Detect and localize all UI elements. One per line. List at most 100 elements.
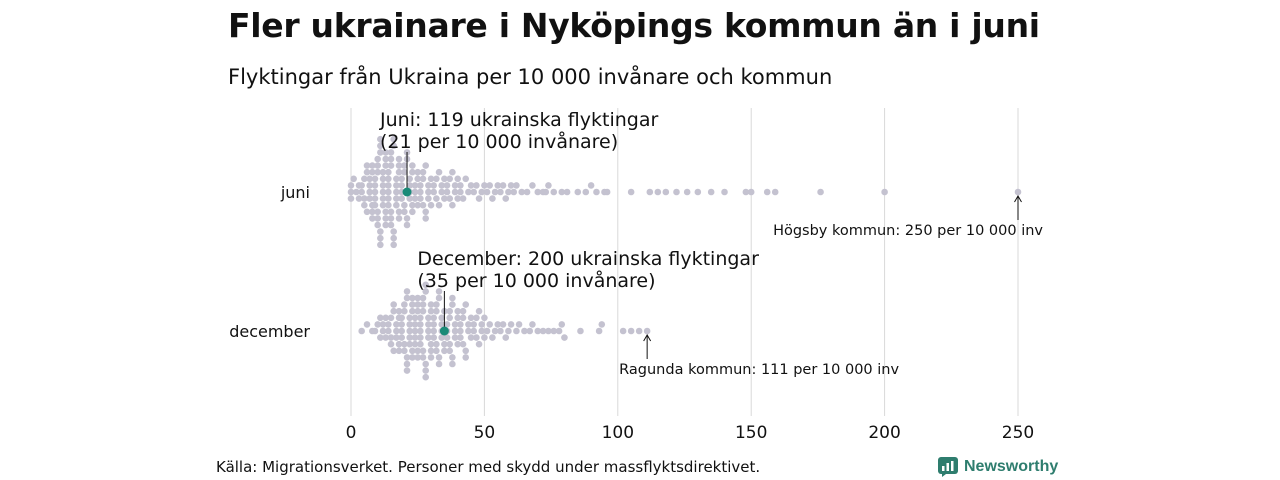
data-point-december-170: [643, 327, 651, 335]
data-point-juni-180: [646, 188, 654, 196]
data-point-december-5: [377, 334, 384, 341]
data-point-juni-63: [387, 221, 395, 229]
data-point-december-94: [435, 288, 443, 295]
data-point-juni-69: [390, 241, 397, 249]
data-point-december-99: [441, 340, 448, 348]
data-point-juni-34: [374, 221, 381, 229]
data-point-juni-108: [417, 195, 424, 202]
data-point-december-55: [414, 347, 422, 355]
data-point-juni-57: [385, 201, 392, 209]
data-point-juni-185: [694, 188, 702, 196]
data-point-juni-186: [707, 188, 715, 196]
data-point-juni-84: [401, 201, 408, 209]
data-point-juni-28: [371, 201, 379, 209]
data-point-juni-113: [422, 162, 430, 169]
data-point-juni-44: [379, 175, 387, 183]
data-point-december-64: [419, 307, 427, 315]
data-point-december-72: [422, 281, 430, 289]
data-point-december-71: [422, 367, 430, 374]
data-point-juni-165: [529, 182, 536, 189]
data-point-december-97: [438, 334, 446, 341]
data-point-december-148: [499, 321, 507, 328]
data-point-juni-93: [406, 182, 413, 189]
data-point-juni-12: [363, 168, 371, 176]
data-point-juni-163: [518, 188, 526, 196]
data-point-december-88: [433, 307, 440, 315]
data-point-december-120: [457, 321, 464, 328]
data-point-december-134: [473, 334, 480, 341]
data-point-december-113: [451, 327, 459, 335]
data-point-juni-118: [427, 175, 435, 183]
data-point-december-76: [425, 334, 432, 341]
data-point-juni-142: [459, 195, 467, 202]
data-point-juni-41: [379, 188, 387, 196]
data-point-december-81: [427, 301, 435, 308]
data-point-december-101: [441, 347, 448, 355]
max-label-juni: Högsby kommun: 250 per 10 000 inv: [773, 223, 1043, 239]
brand-logo[interactable]: Newsworthy: [938, 456, 1058, 478]
data-point-december-78: [427, 340, 435, 348]
data-point-december-56: [414, 301, 422, 308]
data-point-juni-14: [363, 162, 371, 169]
data-point-december-57: [414, 354, 422, 361]
data-point-december-25: [395, 347, 403, 355]
data-point-december-123: [459, 340, 467, 348]
data-point-december-167: [619, 327, 627, 335]
data-point-december-67: [419, 354, 427, 361]
data-point-december-154: [521, 327, 528, 335]
data-point-juni-106: [417, 188, 424, 196]
data-point-juni-132: [446, 195, 454, 202]
data-point-juni-25: [371, 182, 379, 189]
data-point-juni-170: [550, 188, 558, 196]
data-point-december-147: [497, 327, 504, 335]
data-point-juni-94: [406, 195, 413, 202]
data-point-juni-178: [603, 188, 611, 196]
data-point-juni-86: [401, 208, 408, 216]
data-point-december-151: [507, 321, 515, 328]
data-point-juni-110: [419, 201, 427, 209]
category-label-december: december: [229, 322, 310, 341]
data-point-december-54: [414, 307, 422, 315]
data-point-juni-169: [545, 182, 552, 189]
data-point-december-83: [430, 327, 438, 335]
data-point-december-82: [427, 354, 435, 361]
data-point-december-50: [411, 321, 419, 328]
data-point-juni-2: [347, 195, 355, 202]
data-point-juni-18: [366, 175, 373, 183]
data-point-december-28: [398, 334, 405, 341]
data-point-juni-145: [467, 182, 475, 189]
data-point-december-68: [419, 294, 427, 302]
data-point-juni-122: [433, 195, 440, 202]
data-point-juni-61: [387, 215, 395, 222]
data-point-december-158: [539, 327, 547, 335]
data-point-december-168: [627, 327, 635, 335]
data-point-december-126: [462, 301, 470, 308]
data-point-juni-20: [369, 168, 376, 176]
data-point-juni-72: [393, 195, 400, 202]
data-point-juni-121: [430, 182, 438, 189]
data-point-juni-45: [379, 201, 387, 209]
data-point-juni-146: [470, 188, 478, 196]
data-point-juni-130: [443, 188, 451, 196]
data-point-juni-161: [510, 188, 518, 196]
data-point-december-105: [446, 314, 454, 322]
data-point-juni-15: [366, 188, 373, 196]
data-point-juni-79: [395, 155, 403, 163]
data-point-juni-188: [742, 188, 750, 196]
data-point-juni-52: [382, 149, 389, 156]
data-point-december-159: [545, 327, 552, 335]
data-point-juni-22: [369, 162, 376, 169]
data-point-juni-166: [534, 188, 542, 196]
data-point-juni-112: [422, 208, 430, 216]
data-point-december-121: [457, 334, 464, 341]
data-point-december-150: [505, 327, 512, 335]
data-point-december-109: [449, 301, 456, 308]
data-point-december-26: [398, 327, 405, 335]
data-point-december-35: [403, 294, 411, 302]
data-point-december-75: [425, 321, 432, 328]
data-point-december-43: [406, 340, 413, 348]
data-point-december-112: [449, 360, 456, 368]
data-point-december-108: [446, 347, 454, 355]
data-point-juni-49: [382, 215, 389, 222]
